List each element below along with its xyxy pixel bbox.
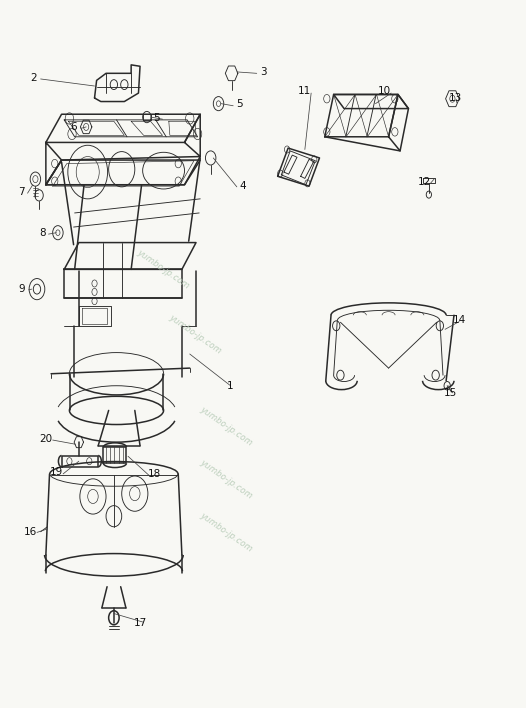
Text: yumbo-jp.com: yumbo-jp.com — [198, 510, 254, 553]
Text: 8: 8 — [39, 228, 46, 238]
Text: 11: 11 — [298, 86, 311, 96]
Text: 17: 17 — [134, 618, 147, 629]
Text: 12: 12 — [418, 177, 431, 187]
Text: 18: 18 — [148, 469, 161, 479]
Text: yumbo-jp.com: yumbo-jp.com — [136, 248, 191, 291]
Text: 14: 14 — [453, 315, 467, 325]
Text: 9: 9 — [18, 284, 25, 294]
Text: 15: 15 — [444, 388, 457, 398]
Text: 1: 1 — [227, 381, 234, 391]
Text: 19: 19 — [49, 467, 63, 477]
Text: 13: 13 — [449, 93, 462, 103]
Text: 4: 4 — [240, 181, 246, 191]
Text: 20: 20 — [39, 433, 53, 444]
Text: 5: 5 — [153, 113, 159, 123]
Text: 10: 10 — [378, 86, 391, 96]
Text: 16: 16 — [24, 527, 37, 537]
Text: yumbo-jp.com: yumbo-jp.com — [198, 404, 254, 447]
Text: yumbo-jp.com: yumbo-jp.com — [167, 313, 223, 355]
Text: 7: 7 — [18, 187, 25, 197]
Text: 6: 6 — [70, 122, 77, 132]
Text: yumbo-jp.com: yumbo-jp.com — [198, 458, 254, 501]
Text: 2: 2 — [31, 72, 37, 83]
Text: 3: 3 — [260, 67, 266, 77]
Text: 5: 5 — [236, 99, 243, 109]
